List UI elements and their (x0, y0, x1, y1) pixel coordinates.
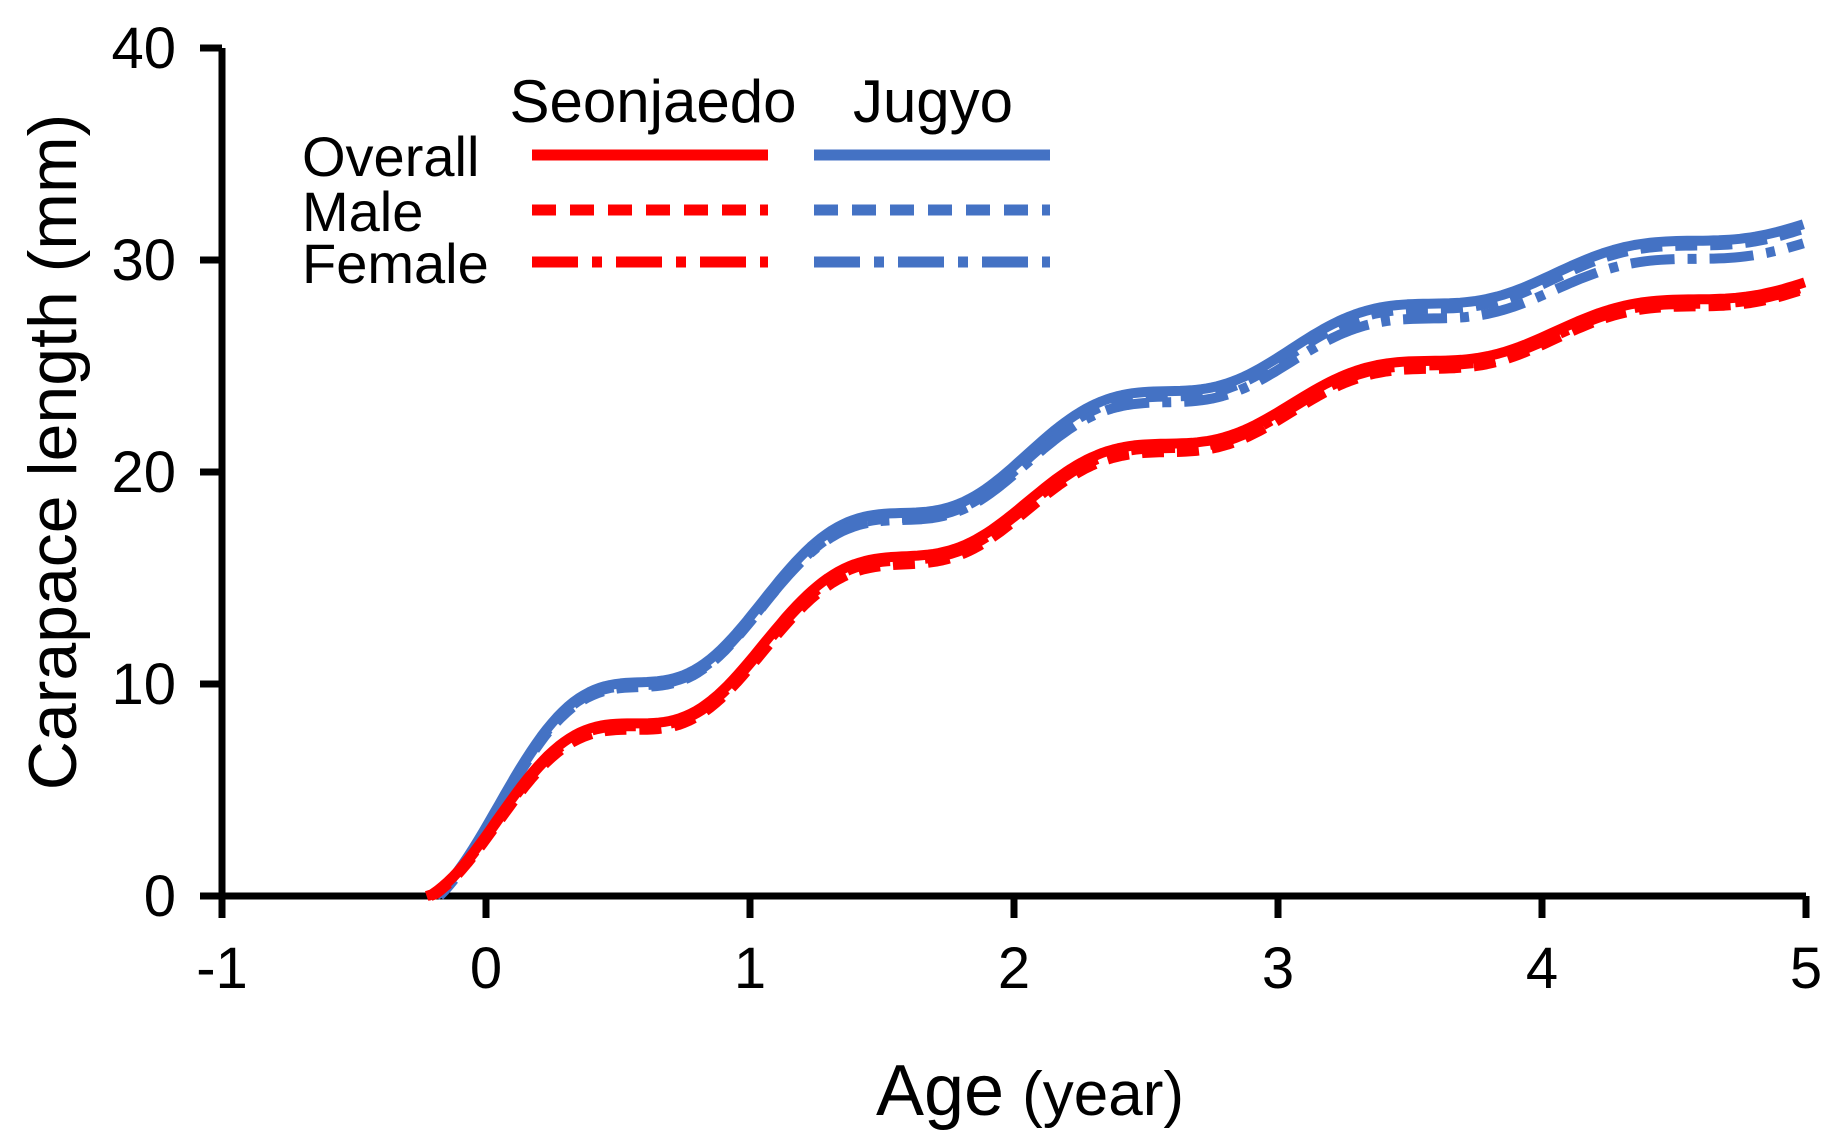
curve-seonjaedo-female (426, 281, 1808, 901)
axes: -1 0 1 2 3 4 5 0 10 20 30 40 (111, 16, 1822, 1001)
x-axis-title: Age (year) (876, 1051, 1184, 1131)
curve-jugyo-overall (432, 219, 1805, 900)
x-tick-label-1: 1 (734, 936, 766, 1001)
y-tick-label-40: 40 (111, 16, 176, 81)
x-tick-label-5: 5 (1790, 936, 1822, 1001)
y-tick-label-0: 0 (144, 864, 176, 929)
legend-header-jugyo: Jugyo (853, 68, 1013, 135)
x-axis-title-unit: (year) (1022, 1060, 1184, 1129)
legend-label-overall: Overall (302, 125, 479, 188)
y-tick-label-30: 30 (111, 228, 176, 293)
legend: Seonjaedo Jugyo Overall Male Female (302, 68, 1050, 295)
x-axis-ticks (218, 896, 1810, 918)
curve-seonjaedo-overall (424, 277, 1807, 901)
y-tick-label-20: 20 (111, 440, 176, 505)
legend-label-female: Female (302, 232, 489, 295)
legend-header-seonjaedo: Seonjaedo (510, 68, 797, 135)
curve-jugyo-male (435, 224, 1804, 900)
curve-seonjaedo-male (428, 284, 1805, 901)
x-axis-title-main: Age (876, 1051, 1004, 1131)
x-axis-tick-labels: -1 0 1 2 3 4 5 (196, 936, 1822, 1001)
y-axis-ticks (200, 44, 222, 900)
y-tick-label-10: 10 (111, 652, 176, 717)
growth-curves (424, 219, 1808, 901)
x-tick-label-4: 4 (1526, 936, 1558, 1001)
x-tick-label-2: 2 (998, 936, 1030, 1001)
curve-jugyo-female (432, 238, 1805, 900)
x-tick-label-0: 0 (470, 936, 502, 1001)
x-tick-label--1: -1 (196, 936, 248, 1001)
legend-label-male: Male (302, 180, 423, 243)
y-axis-title: Carapace length (mm) (15, 114, 91, 790)
x-tick-label-3: 3 (1262, 936, 1294, 1001)
y-axis-tick-labels: 0 10 20 30 40 (111, 16, 176, 929)
